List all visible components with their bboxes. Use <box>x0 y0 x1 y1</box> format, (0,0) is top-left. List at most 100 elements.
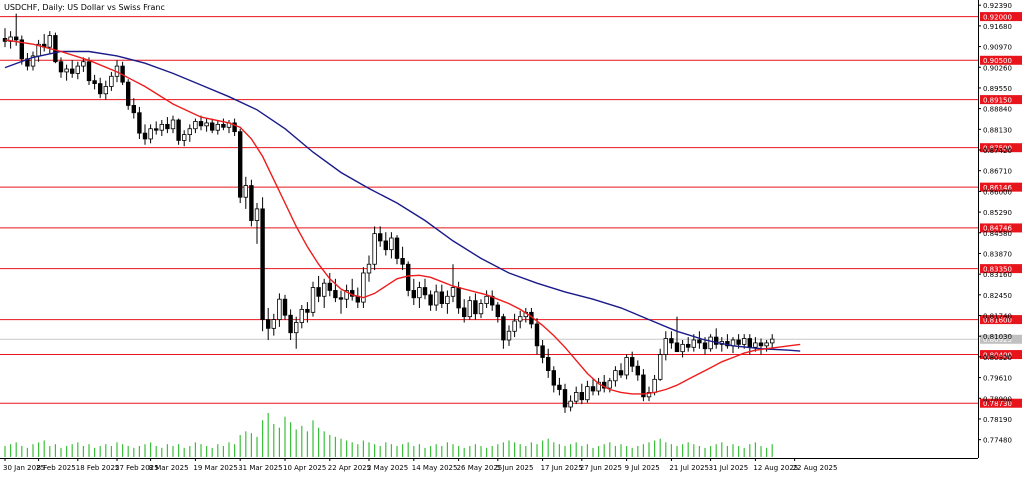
x-tick-label: 8 Feb 2025 <box>37 464 76 472</box>
y-tick-label: 0.88840 <box>983 106 1012 114</box>
candle-body <box>467 300 472 318</box>
level-label: 0.84746 <box>983 225 1012 233</box>
level-label-box <box>980 95 1022 105</box>
candle-body <box>770 338 775 344</box>
candle-body <box>742 338 747 345</box>
candle-body <box>708 336 713 350</box>
candle-body <box>613 370 618 382</box>
candle-body <box>758 342 764 347</box>
x-tick-label: 18 Feb 2025 <box>76 464 120 472</box>
candle-body <box>714 336 719 345</box>
candle-body <box>277 298 282 320</box>
candle-body <box>562 389 568 408</box>
candle-body <box>321 282 327 297</box>
y-tick-label: 0.84580 <box>983 230 1012 238</box>
y-tick-label: 0.87420 <box>983 147 1012 155</box>
level-label-box <box>980 55 1022 65</box>
candle-body <box>47 35 52 48</box>
candle-body <box>501 316 506 341</box>
candle-body <box>159 123 164 131</box>
candle-body <box>293 322 299 334</box>
y-tick-label: 0.86710 <box>983 168 1012 176</box>
x-tick-label: 27 Feb 2025 <box>115 464 159 472</box>
candle-body <box>607 380 612 389</box>
chart-title: USDCHF, Daily: US Dollar vs Swiss Franc <box>4 3 165 12</box>
y-tick-label: 0.88130 <box>983 126 1012 134</box>
candle-body <box>546 357 551 371</box>
candle-body <box>282 298 288 316</box>
candle-body <box>109 75 114 87</box>
candle-body <box>75 65 80 74</box>
candle-body <box>243 185 248 198</box>
candle-body <box>422 287 428 296</box>
candle-body <box>417 287 422 299</box>
candle-body <box>411 290 416 299</box>
y-tick-label: 0.90970 <box>983 44 1012 52</box>
level-label-box <box>980 143 1022 153</box>
candle-body <box>98 83 103 95</box>
candle-body <box>747 338 752 348</box>
x-tick-label: 27 Jun 2025 <box>580 464 622 472</box>
candle-body <box>630 357 635 367</box>
candle-body <box>19 39 24 60</box>
candle-body <box>669 338 674 344</box>
level-label-box <box>980 315 1022 325</box>
candle-body <box>680 343 685 353</box>
y-tick-label: 0.92390 <box>983 2 1012 10</box>
candle-body <box>450 287 456 297</box>
axis-layer: 0.92390 0.91680 0.90970 0.90260 0.89550 0.888… <box>0 0 1012 472</box>
candle-body <box>590 386 596 392</box>
candle-body <box>70 68 75 74</box>
moving-averages-layer <box>4 39 801 395</box>
candle-body <box>663 338 668 355</box>
candle-body <box>377 233 383 242</box>
candle-body <box>142 132 148 140</box>
candle-body <box>366 263 372 274</box>
candle-body <box>81 61 86 67</box>
candle-body <box>260 208 265 320</box>
candle-body <box>461 307 467 318</box>
candle-body <box>635 365 640 376</box>
y-tick-label: 0.83160 <box>983 271 1012 279</box>
candle-body <box>338 297 344 300</box>
x-tick-label: 30 Jan 2025 <box>3 464 45 472</box>
candle-body <box>137 112 142 134</box>
y-tick-label: 0.82450 <box>983 292 1012 300</box>
candle-body <box>439 291 444 304</box>
candle-body <box>405 263 411 291</box>
candle-body <box>646 392 652 398</box>
candle-body <box>299 308 304 323</box>
candle-body <box>265 319 271 329</box>
candle-body <box>176 119 181 141</box>
candle-body <box>254 208 260 221</box>
candle-body <box>753 342 758 348</box>
y-tick-label: 0.78900 <box>983 395 1012 403</box>
candle-body <box>64 68 69 73</box>
candle-body <box>383 240 388 251</box>
candle-body <box>512 320 517 332</box>
candle-body <box>198 121 204 127</box>
candle-body <box>551 370 556 386</box>
x-tick-label: 21 Jul 2025 <box>669 464 709 472</box>
x-tick-label: 22 Apr 2025 <box>328 464 371 472</box>
candle-body <box>193 121 198 130</box>
level-label: 0.80400 <box>983 351 1012 359</box>
level-label: 0.78730 <box>983 400 1012 408</box>
candle-body <box>596 381 601 392</box>
y-tick-label: 0.77480 <box>983 437 1012 445</box>
level-label-box <box>980 12 1022 22</box>
candle-body <box>394 237 400 259</box>
x-tick-label: 5 Jun 2025 <box>496 464 534 472</box>
y-tick-label: 0.90260 <box>983 64 1012 72</box>
candle-body <box>557 384 562 390</box>
candle-body <box>103 86 108 95</box>
candle-body <box>478 303 484 315</box>
x-tick-label: 9 Jul 2025 <box>625 464 660 472</box>
candle-body <box>13 36 19 41</box>
candle-body <box>333 290 338 299</box>
candle-body <box>540 345 545 358</box>
candle-body <box>736 339 741 345</box>
y-tick-label: 0.86000 <box>983 188 1012 196</box>
candle-body <box>305 308 310 313</box>
